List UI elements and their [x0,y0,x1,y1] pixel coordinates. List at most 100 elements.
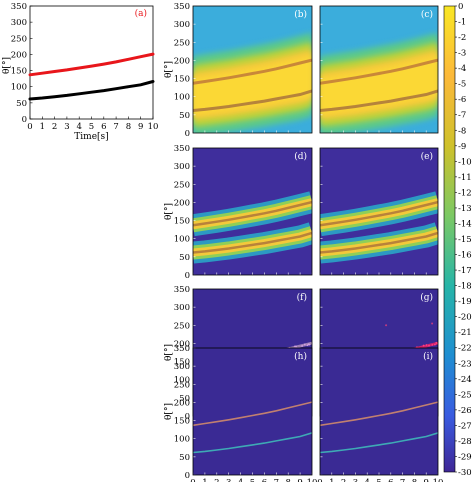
y-tick-label: 100 [174,376,190,386]
y-tick-label: 300 [174,20,190,30]
axes-a: 0 1 2 3 4 5 6 7 8 9 10050100150200250300350Time[s]… [2,2,158,142]
heatmap-panel-c: (c) [319,5,439,134]
colorbar-tick-label: -27 [458,421,472,431]
colorbar-tick-label: -4 [458,64,466,74]
panel-label: (f) [297,292,307,303]
x-tick-label: 3 [226,478,231,482]
heatmap-speckle [434,343,436,346]
colorbar-tick-label: -22 [458,344,472,354]
colorbar-tick-label: -30 [458,468,472,478]
y-tick-label: 200 [174,398,190,408]
y-tick-label: 50 [179,453,190,463]
series-line-0 [28,52,155,77]
heatmap-band-center-1 [193,231,312,254]
axes-frame [192,347,313,476]
y-tick-label: 250 [174,38,190,48]
colorbar-tick-label: -8 [458,126,466,136]
heatmap-speckle [294,345,296,348]
x-tick-label: 5 [89,122,94,132]
y-tick-label: 250 [174,180,190,190]
colorbar-tick-label: -26 [458,406,472,416]
panel-label: (e) [421,151,433,162]
colorbar-tick-label: -23 [458,359,472,369]
x-tick-label: 6 [388,478,393,482]
y-tick-label: 300 [174,162,190,172]
x-tick-label: 2 [214,478,219,482]
y-tick-label: 100 [174,235,190,245]
heatmap-panel-i: 012345678910Time[s](i) [317,347,443,482]
x-tick-label: 4 [76,122,81,132]
x-tick-label: 7 [400,478,405,482]
colorbar-tick-label: -11 [458,173,472,183]
x-tick-label: 9 [138,122,143,132]
heatmap-track-lower [193,89,312,112]
x-tick-label: 6 [262,478,267,482]
heatmap-speckle [422,344,425,347]
x-tick-label: 7 [113,122,118,132]
colorbar-tick-label: -6 [458,95,466,105]
x-tick-label: 2 [341,478,346,482]
y-tick-label: 150 [11,67,27,77]
series-line-1 [28,80,155,101]
y-tick-label: 100 [174,93,190,103]
heatmap-background [320,348,438,475]
heatmap-speckle [306,344,309,347]
heatmap-track-upper [320,401,438,427]
y-tick-label: 250 [11,34,27,44]
panel-label: (i) [423,351,433,362]
colorbar-tick-label: -9 [458,142,466,152]
axes-frame [319,147,439,276]
x-tick-label: 8 [126,122,131,132]
colorbar-tick-label: -2 [458,33,466,43]
heatmap-artifact [385,324,388,327]
colorbar-tick-label: -24 [458,375,472,385]
colorbar-tick-label: 0 [458,2,463,12]
colorbar-tick-label: -7 [458,111,466,121]
y-tick-label: 350 [174,285,190,295]
y-tick-label: 200 [11,50,27,60]
y-tick-label: 200 [174,198,190,208]
x-tick-label: 3 [353,478,358,482]
heatmap-field-core [193,55,312,115]
colorbar-tick-label: -15 [458,235,472,245]
x-tick-label: 9 [423,478,428,482]
x-tick-label: 10 [148,122,159,132]
colorbar-tick-label: -20 [458,313,472,323]
y-tick-label: 0 [185,412,190,422]
x-tick-label: 1 [202,478,207,482]
heatmap-artifact [431,322,434,325]
heatmap-band-center-0 [193,200,312,227]
y-tick-label: 50 [179,111,190,121]
heatmap-image [193,148,312,275]
heatmap-speckle [431,343,434,346]
y-tick-label: 100 [174,435,190,445]
heatmap-speckle [435,341,438,344]
panel-label: (a) [135,8,147,19]
x-tick-label: 7 [274,478,279,482]
heatmap-panel-d: 0 50 100 150 200 250 300 350 θ[°] (d) [164,144,313,281]
colorbar-tick-label: -19 [458,297,472,307]
colorbar-tick-label: -1 [458,18,466,28]
axes-frame [192,5,313,134]
y-tick-label: 350 [11,2,27,12]
heatmap-field-core [320,55,438,115]
axes-frame [29,5,154,120]
colorbar-tick-label: -12 [458,188,472,198]
heatmap-band-center-1 [320,231,438,254]
y-tick-label: 150 [174,217,190,227]
x-tick-label: 4 [238,478,243,482]
y-tick-label: 350 [174,144,190,154]
x-tick-label: 5 [376,478,381,482]
y-tick-label: 200 [174,56,190,66]
heatmap-image [320,348,438,475]
x-tick-label: 10 [307,478,318,482]
heatmap-track-lower [320,89,438,112]
heatmap-track-lower [193,432,312,454]
x-axis-label: Time[s] [74,132,108,142]
axes-frame [319,5,439,134]
heatmap-image [193,6,312,133]
y-tick-label: 0 [185,129,190,139]
y-tick-label: 300 [174,362,190,372]
y-tick-label: 150 [174,75,190,85]
